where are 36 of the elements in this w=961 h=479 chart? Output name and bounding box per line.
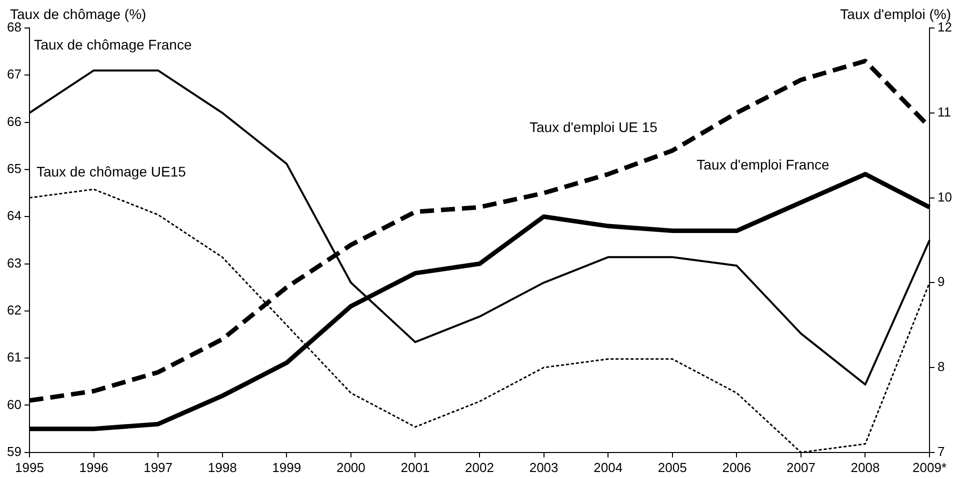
x-tick-label: 1996 [79,460,108,475]
y-tick-label: 59 [6,444,22,459]
x-tick-label: 2004 [594,460,623,475]
y-tick-label: 63 [6,255,22,270]
series-label: Taux de chômage France [34,36,192,52]
y-tick-label: 68 [6,20,22,35]
x-tick-label: 2003 [529,460,558,475]
y2-tick-label: 11 [938,104,952,120]
y2-tick-label: 8 [938,359,945,374]
x-tick-label: 2000 [336,460,366,475]
y-tick-label: 67 [6,66,22,82]
x-tick-label: 1998 [208,460,237,475]
series-label: Taux d'emploi France [696,156,830,173]
x-tick-label: 2007 [786,460,816,475]
y-axis-title: Taux de chômage (%) [10,6,146,22]
x-tick-label: 2006 [722,460,752,475]
y-tick-label: 66 [6,114,22,129]
y-tick-label: 65 [6,161,22,176]
x-tick-label: 1995 [15,460,44,475]
series-label: Taux d'emploi UE 15 [530,119,658,136]
y2-axis-title: Taux d'emploi (%) [840,6,951,22]
x-tick-label: 1999 [272,460,302,475]
y2-tick-label: 9 [938,274,945,290]
y-tick-label: 64 [6,208,22,224]
series-label: Taux de chômage UE15 [36,164,186,180]
x-tick-label: 2005 [658,460,687,475]
x-tick-label: 2001 [400,460,430,475]
x-tick-label: 2002 [465,460,494,475]
y-tick-label: 62 [6,302,22,318]
y-tick-label: 60 [6,396,22,412]
y-tick-label: 61 [6,350,22,365]
y2-tick-label: 7 [938,444,945,459]
x-tick-label: 2008 [850,460,880,475]
x-tick-label: 2009* [912,460,947,475]
x-tick-label: 1997 [144,460,173,475]
y2-tick-label: 10 [938,189,952,204]
